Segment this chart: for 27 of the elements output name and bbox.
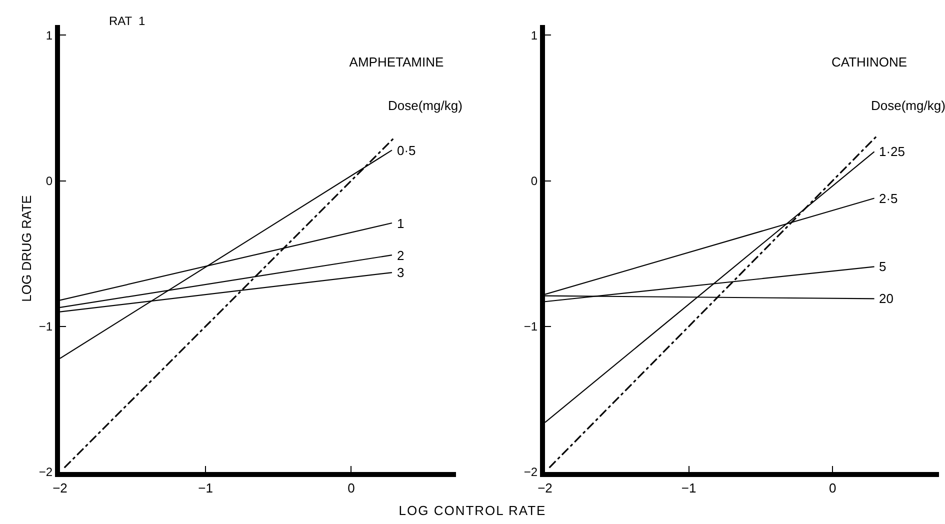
series-label: 2·5 xyxy=(879,191,898,206)
series-label: 1·25 xyxy=(879,144,906,159)
x-axis-title: LOG CONTROL RATE xyxy=(398,503,548,518)
x-tick-label: −1 xyxy=(681,480,696,496)
x-tick-label: −1 xyxy=(198,480,214,496)
annotation: Dose(mg/kg) xyxy=(871,98,945,113)
series-label: 2 xyxy=(397,248,404,263)
y-axis-title: LOG DRUG RATE xyxy=(18,194,34,302)
y-tick-label: 0 xyxy=(530,174,538,188)
y-tick-label: 0 xyxy=(46,174,53,188)
x-tick-label: 0 xyxy=(828,480,836,496)
annotation: Dose(mg/kg) xyxy=(388,98,462,113)
x-tick-label: 0 xyxy=(348,480,355,496)
text: AMPHETAMINE xyxy=(349,54,444,70)
y-tick-label: −1 xyxy=(524,320,538,334)
series-label: 3 xyxy=(397,265,404,280)
y-tick-label: −2 xyxy=(524,465,538,480)
series-label: 20 xyxy=(879,291,894,306)
y-tick-label: −2 xyxy=(38,465,53,480)
series-label: 1 xyxy=(397,216,404,231)
y-tick-label: 1 xyxy=(530,28,538,42)
y-tick-label: 1 xyxy=(46,28,53,42)
annotation: RAT 1 xyxy=(109,14,146,28)
series-label: 0·5 xyxy=(397,143,416,158)
series-label: 5 xyxy=(879,259,886,274)
y-tick-label: −1 xyxy=(38,320,53,334)
text: CATHINONE xyxy=(832,54,908,70)
